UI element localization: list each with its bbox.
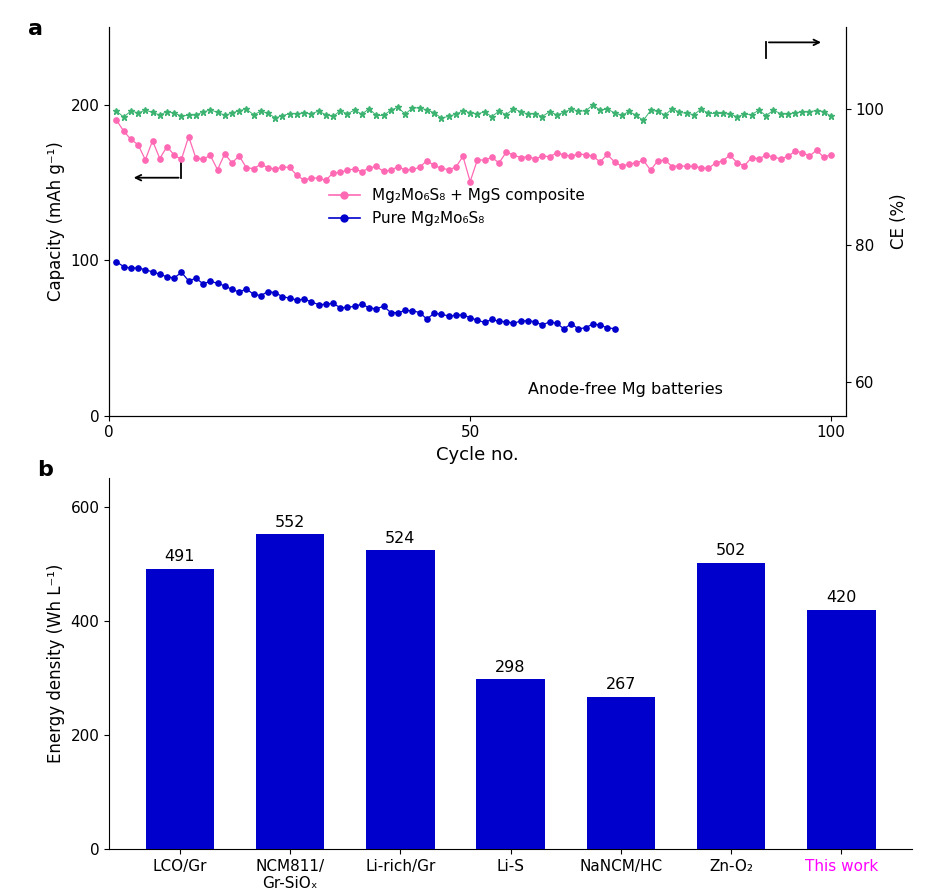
Text: 298: 298 xyxy=(495,660,526,675)
Bar xyxy=(697,562,766,849)
Text: 502: 502 xyxy=(716,544,747,558)
Bar xyxy=(145,569,214,849)
Bar xyxy=(256,535,324,849)
Text: 524: 524 xyxy=(385,531,415,545)
Bar xyxy=(366,550,434,849)
Text: b: b xyxy=(37,460,53,480)
Y-axis label: Energy density (Wh L⁻¹): Energy density (Wh L⁻¹) xyxy=(47,564,65,763)
Text: 420: 420 xyxy=(826,590,857,605)
Y-axis label: CE (%): CE (%) xyxy=(889,193,907,249)
Text: Anode-free Mg batteries: Anode-free Mg batteries xyxy=(528,382,723,397)
Text: 491: 491 xyxy=(164,550,195,564)
Text: 552: 552 xyxy=(275,515,305,529)
Text: a: a xyxy=(28,19,44,39)
X-axis label: Cycle no.: Cycle no. xyxy=(436,446,519,464)
Text: 267: 267 xyxy=(606,678,636,692)
Bar xyxy=(587,697,656,849)
Bar xyxy=(477,679,544,849)
Y-axis label: Capacity (mAh g⁻¹): Capacity (mAh g⁻¹) xyxy=(48,141,66,301)
Legend: Mg₂Mo₆S₈ + MgS composite, Pure Mg₂Mo₆S₈: Mg₂Mo₆S₈ + MgS composite, Pure Mg₂Mo₆S₈ xyxy=(323,182,591,232)
Bar xyxy=(808,610,876,849)
